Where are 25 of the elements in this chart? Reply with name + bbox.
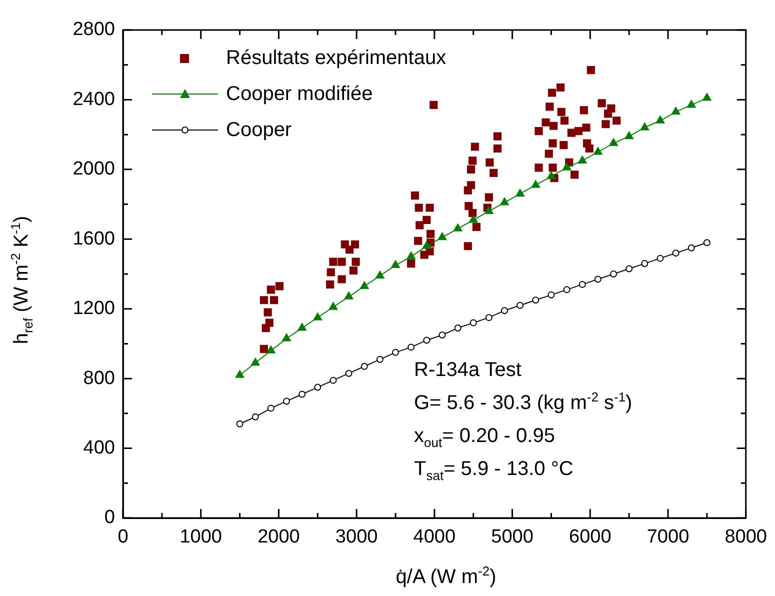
x-tick-label: 5000: [491, 526, 534, 548]
legend-label: Résultats expérimentaux: [226, 46, 446, 70]
y-tick-label: 1200: [72, 298, 115, 320]
x-tick-label: 1000: [180, 526, 222, 548]
x-tick-label: 0: [118, 526, 128, 548]
x-tick-label: 2000: [258, 526, 300, 548]
y-tick-label: 0: [104, 507, 115, 528]
x-tick-label: 4000: [413, 526, 456, 548]
x-tick-label: 6000: [569, 526, 612, 548]
annotation: T$_{sat}$= 5.9 - 13.0 °C: [414, 457, 574, 485]
x-tick-label: 3000: [335, 526, 378, 548]
x-tick-label: 7000: [646, 526, 690, 548]
legend-label: Cooper: [226, 118, 292, 142]
y-tick-label: 1600: [72, 228, 115, 250]
x-axis-title: q̇/A (W m$^{-2}$): [396, 563, 496, 589]
y-tick-label: 2400: [72, 88, 115, 110]
y-tick-label: 2000: [72, 158, 115, 180]
annotation: R-134a Test: [414, 358, 522, 383]
x-tick-label: 8000: [724, 526, 768, 548]
y-tick-label: 2800: [72, 19, 115, 40]
legend-label: Cooper modifiée: [226, 82, 373, 106]
y-tick-label: 800: [83, 368, 115, 389]
annotation: x$_{out}$= 0.20 - 0.95: [414, 424, 556, 452]
y-tick-label: 400: [83, 438, 115, 459]
annotation: G= 5.6 - 30.3 (kg m$^{-2}$ s$^{-1}$): [414, 388, 632, 416]
